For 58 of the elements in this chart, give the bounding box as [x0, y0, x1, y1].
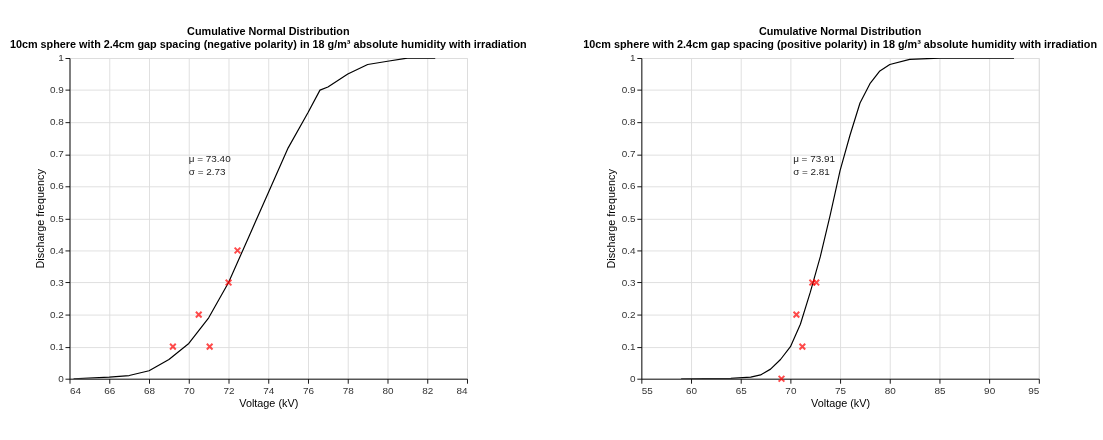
x-tick-label: 76 — [302, 384, 315, 396]
x-tick-label: 80 — [382, 384, 394, 396]
annotation: σ = 2.73 — [188, 165, 227, 177]
y-axis-title: Discharge frequency — [605, 168, 618, 269]
x-tick-label: 70 — [785, 384, 797, 396]
x-tick-label: 66 — [104, 384, 116, 396]
x-axis-title: Voltage (kV) — [239, 397, 299, 410]
text: Cumulative Normal Distribution — [187, 25, 350, 38]
text: Cumulative Normal Distribution — [758, 25, 922, 38]
x-tick-label: 82 — [422, 384, 434, 396]
y-tick-label: 0.2 — [49, 308, 65, 320]
y-tick-label: 0.3 — [49, 276, 65, 288]
y-tick-label: 0.5 — [621, 212, 636, 224]
y-tick-label: 1 — [58, 52, 65, 64]
x-tick-label: 64 — [70, 384, 82, 396]
y-tick-label: 0.1 — [621, 340, 636, 352]
y-tick-label: 0.7 — [621, 148, 636, 160]
point — [233, 246, 242, 255]
y-tick-label: 0.6 — [621, 180, 636, 192]
x-tick-label: 68 — [143, 384, 156, 396]
point — [205, 342, 214, 351]
y-tick-label: 0.4 — [49, 244, 65, 256]
y-tick-label: 0.4 — [621, 244, 636, 256]
text: 10cm sphere with 2.4cm gap spacing (positive polarity) in 18 g/m³ absolute humidity with irradiation — [583, 38, 1098, 51]
x-tick-label: 90 — [984, 384, 996, 396]
x-tick-label: 78 — [342, 384, 355, 396]
x-axis-title: Voltage (kV) — [811, 397, 871, 410]
x-tick-label: 55 — [641, 384, 654, 396]
annotation: σ = 2.81 — [793, 165, 831, 177]
x-tick-label: 72 — [223, 384, 235, 396]
y-tick-label: 0.9 — [49, 84, 65, 96]
y-tick-label: 0.3 — [621, 276, 636, 288]
y-tick-label: 0.9 — [621, 84, 636, 96]
y-tick-label: 0.7 — [49, 148, 65, 160]
y-tick-label: 0.2 — [621, 308, 636, 320]
y-axis-title: Discharge frequency — [33, 168, 46, 269]
x-tick-label: 85 — [934, 384, 946, 396]
text: 10cm sphere with 2.4cm gap spacing (negative polarity) in 18 g/m³ absolute humidity with irradiation — [9, 38, 527, 51]
y-tick-label: 0.8 — [49, 116, 65, 128]
annotation: μ = 73.40 — [188, 152, 232, 164]
x-tick-label: 70 — [183, 384, 196, 396]
y-tick-label: 0.1 — [49, 340, 65, 352]
x-tick-label: 74 — [263, 384, 275, 396]
y-tick-label: 1 — [629, 52, 636, 64]
y-tick-label: 0 — [629, 372, 636, 384]
x-tick-label: 60 — [686, 384, 698, 396]
point — [194, 310, 203, 319]
y-tick-label: 0.6 — [49, 180, 65, 192]
y-tick-label: 0.8 — [621, 116, 636, 128]
x-tick-label: 65 — [735, 384, 748, 396]
x-tick-label: 80 — [884, 384, 897, 396]
x-tick-label: 95 — [1028, 384, 1040, 396]
x-tick-label: 84 — [456, 384, 468, 396]
y-tick-label: 0 — [58, 372, 65, 384]
y-tick-label: 0.5 — [49, 212, 65, 224]
annotation: μ = 73.91 — [793, 152, 836, 164]
x-tick-label: 75 — [835, 384, 847, 396]
point — [224, 278, 233, 287]
